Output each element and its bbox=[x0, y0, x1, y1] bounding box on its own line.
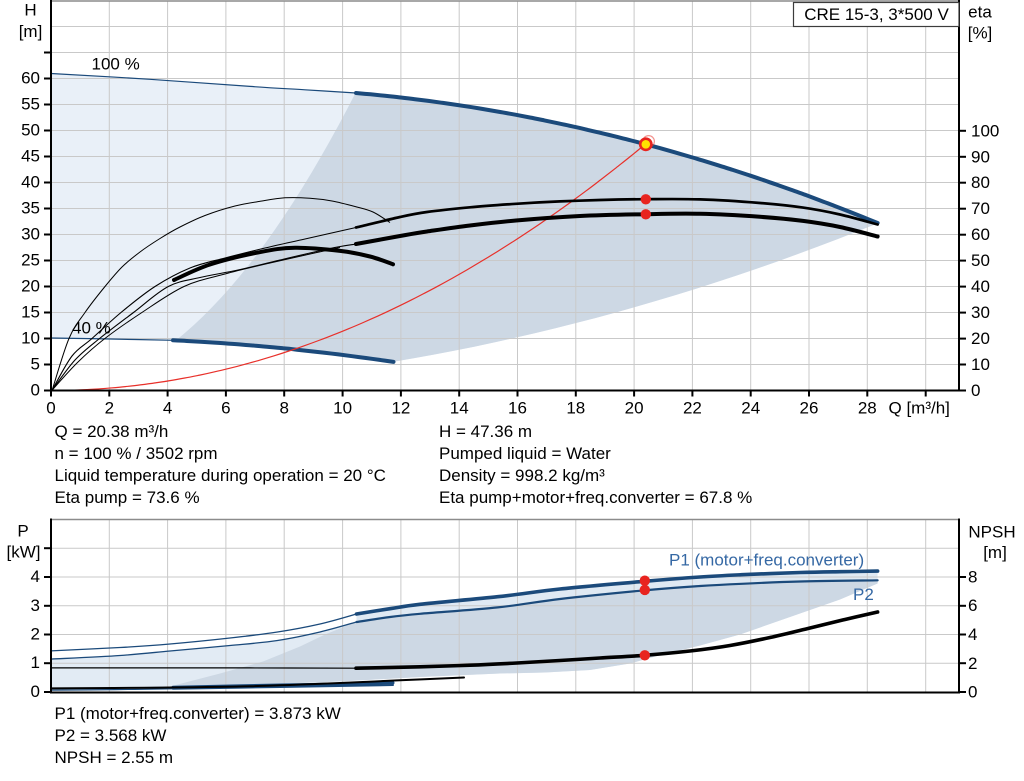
svg-text:80: 80 bbox=[971, 173, 990, 192]
svg-text:5: 5 bbox=[31, 355, 40, 374]
svg-text:45: 45 bbox=[21, 147, 40, 166]
svg-text:2: 2 bbox=[968, 654, 977, 673]
svg-text:50: 50 bbox=[971, 251, 990, 270]
svg-text:Density = 998.2 kg/m³: Density = 998.2 kg/m³ bbox=[439, 466, 605, 485]
svg-text:40: 40 bbox=[971, 277, 990, 296]
svg-text:NPSH: NPSH bbox=[968, 523, 1015, 542]
svg-text:2: 2 bbox=[31, 625, 40, 644]
svg-text:70: 70 bbox=[971, 199, 990, 218]
svg-text:4: 4 bbox=[31, 567, 40, 586]
svg-text:10: 10 bbox=[971, 355, 990, 374]
svg-text:14: 14 bbox=[450, 399, 469, 418]
svg-text:18: 18 bbox=[566, 399, 585, 418]
svg-text:[kW]: [kW] bbox=[7, 543, 41, 562]
svg-text:40 %: 40 % bbox=[72, 319, 111, 338]
svg-text:CRE 15-3, 3*500 V: CRE 15-3, 3*500 V bbox=[804, 5, 949, 24]
svg-text:4: 4 bbox=[163, 399, 172, 418]
svg-text:26: 26 bbox=[800, 399, 819, 418]
svg-text:P: P bbox=[17, 522, 28, 541]
svg-text:15: 15 bbox=[21, 303, 40, 322]
svg-text:[m]: [m] bbox=[19, 22, 43, 41]
svg-text:Eta pump+motor+freq.converter: Eta pump+motor+freq.converter = 67.8 % bbox=[439, 488, 752, 507]
svg-text:H: H bbox=[24, 1, 36, 20]
svg-text:Q [m³/h]: Q [m³/h] bbox=[889, 399, 950, 418]
svg-text:0: 0 bbox=[31, 682, 40, 701]
svg-text:30: 30 bbox=[21, 225, 40, 244]
svg-text:NPSH = 2.55 m: NPSH = 2.55 m bbox=[55, 748, 174, 767]
svg-text:3: 3 bbox=[31, 596, 40, 615]
svg-text:P1 (motor+freq.converter): P1 (motor+freq.converter) bbox=[669, 551, 864, 570]
svg-text:[m]: [m] bbox=[983, 543, 1007, 562]
svg-text:0: 0 bbox=[31, 381, 40, 400]
svg-text:8: 8 bbox=[968, 568, 977, 587]
svg-text:60: 60 bbox=[21, 69, 40, 88]
svg-text:Q = 20.38 m³/h: Q = 20.38 m³/h bbox=[55, 422, 169, 441]
svg-text:H = 47.36 m: H = 47.36 m bbox=[439, 422, 532, 441]
svg-text:35: 35 bbox=[21, 199, 40, 218]
svg-text:24: 24 bbox=[741, 399, 760, 418]
svg-text:90: 90 bbox=[971, 147, 990, 166]
svg-text:Pumped liquid = Water: Pumped liquid = Water bbox=[439, 444, 611, 463]
svg-text:[%]: [%] bbox=[968, 24, 993, 43]
svg-text:P2: P2 bbox=[853, 585, 874, 604]
svg-text:P1 (motor+freq.converter) = 3.: P1 (motor+freq.converter) = 3.873 kW bbox=[55, 704, 341, 723]
svg-text:Liquid temperature during oper: Liquid temperature during operation = 20… bbox=[55, 466, 386, 485]
svg-text:20: 20 bbox=[971, 329, 990, 348]
svg-text:22: 22 bbox=[683, 399, 702, 418]
svg-text:4: 4 bbox=[968, 625, 977, 644]
svg-text:6: 6 bbox=[968, 596, 977, 615]
svg-text:Eta pump = 73.6 %: Eta pump = 73.6 % bbox=[55, 488, 200, 507]
svg-text:0: 0 bbox=[968, 683, 977, 702]
svg-text:20: 20 bbox=[21, 277, 40, 296]
svg-text:eta: eta bbox=[968, 3, 992, 22]
svg-text:50: 50 bbox=[21, 121, 40, 140]
svg-text:8: 8 bbox=[279, 399, 288, 418]
svg-text:10: 10 bbox=[333, 399, 352, 418]
svg-text:P2 = 3.568 kW: P2 = 3.568 kW bbox=[55, 726, 167, 745]
svg-text:0: 0 bbox=[971, 381, 980, 400]
svg-text:6: 6 bbox=[221, 399, 230, 418]
svg-text:100 %: 100 % bbox=[92, 55, 140, 74]
svg-text:10: 10 bbox=[21, 329, 40, 348]
svg-text:28: 28 bbox=[858, 399, 877, 418]
svg-text:16: 16 bbox=[508, 399, 527, 418]
svg-text:55: 55 bbox=[21, 95, 40, 114]
svg-text:40: 40 bbox=[21, 173, 40, 192]
svg-text:0: 0 bbox=[46, 399, 55, 418]
svg-text:20: 20 bbox=[625, 399, 644, 418]
svg-text:60: 60 bbox=[971, 225, 990, 244]
svg-text:1: 1 bbox=[31, 653, 40, 672]
svg-text:2: 2 bbox=[105, 399, 114, 418]
svg-text:30: 30 bbox=[971, 303, 990, 322]
svg-text:12: 12 bbox=[391, 399, 410, 418]
svg-text:100: 100 bbox=[971, 121, 999, 140]
svg-text:25: 25 bbox=[21, 251, 40, 270]
svg-text:n = 100 % / 3502 rpm: n = 100 % / 3502 rpm bbox=[55, 444, 218, 463]
